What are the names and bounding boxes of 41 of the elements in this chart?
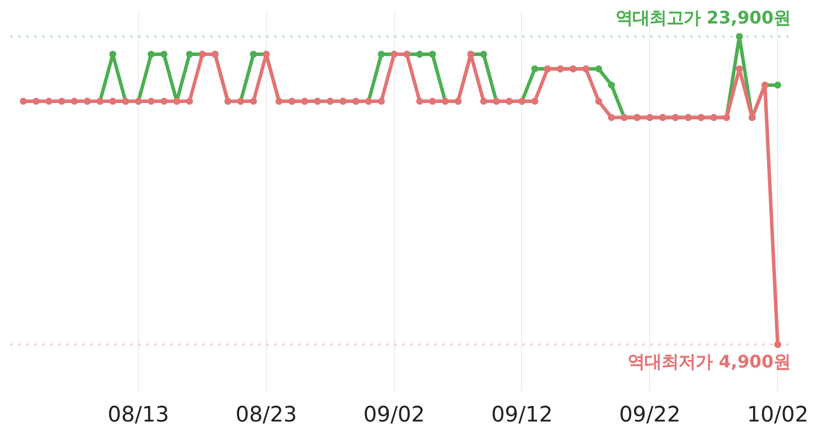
ref-line-label: 역대최고가 23,900원 — [616, 8, 791, 28]
point — [378, 98, 385, 105]
point — [20, 98, 27, 105]
point — [148, 98, 155, 105]
point — [428, 98, 436, 105]
point — [148, 50, 155, 58]
point — [109, 98, 116, 105]
point — [250, 98, 257, 105]
point — [32, 98, 40, 105]
point — [186, 98, 194, 105]
point — [250, 50, 257, 58]
point — [774, 340, 782, 348]
point — [480, 98, 488, 105]
point — [186, 50, 194, 58]
point — [480, 50, 488, 58]
point — [595, 98, 602, 105]
point — [736, 65, 743, 72]
x-tick-label: 08/23 — [236, 402, 297, 428]
point — [109, 50, 116, 58]
point — [428, 50, 436, 58]
point — [70, 98, 78, 105]
point — [45, 98, 52, 105]
point — [774, 82, 782, 89]
point — [736, 32, 743, 40]
x-tick-label: 09/12 — [491, 402, 553, 428]
point — [378, 50, 385, 58]
point — [416, 98, 424, 105]
point — [531, 98, 538, 105]
point — [58, 98, 66, 105]
point — [608, 114, 615, 121]
x-tick-label: 09/02 — [363, 402, 425, 428]
x-tick-label: 10/02 — [746, 402, 808, 428]
ref-line-label: 역대최저가 4,900원 — [628, 352, 790, 372]
point — [160, 50, 168, 58]
point — [531, 65, 538, 72]
x-tick-label: 08/13 — [108, 402, 170, 428]
point — [595, 65, 602, 72]
x-tick-label: 09/22 — [619, 402, 681, 428]
point — [416, 50, 424, 58]
point — [160, 98, 168, 105]
point — [608, 82, 615, 89]
